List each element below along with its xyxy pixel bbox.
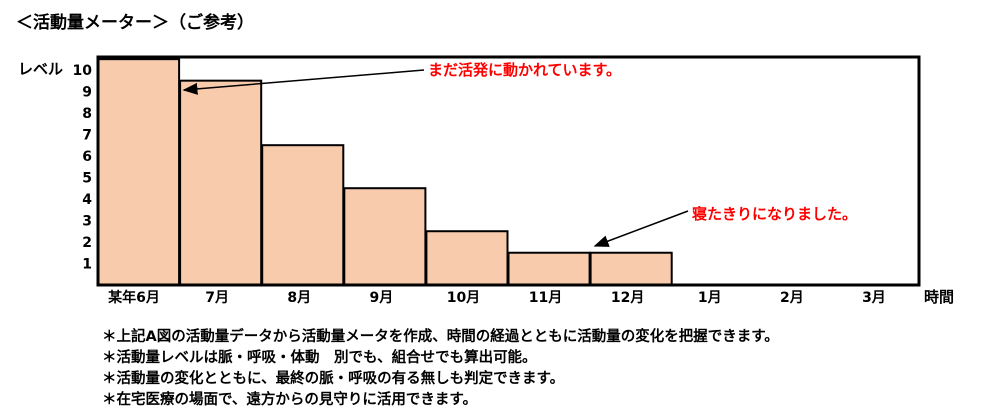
bar (261, 144, 345, 286)
note-item: ＊在宅医療の場面で、遠方からの見守りに活用できます。 (102, 392, 477, 408)
x-tick-label: 8月 (287, 290, 311, 306)
y-tick-label: 9 (82, 84, 92, 100)
bar (343, 187, 427, 286)
y-tick-label: 8 (82, 106, 92, 122)
x-tick-label: 11月 (529, 290, 562, 306)
x-tick-label: 某年6月 (108, 289, 160, 306)
note-item: ＊活動量レベルは脈・呼吸・体動 別でも、組合せでも算出可能。 (102, 350, 537, 366)
annotation-text: 寝たきりになりました。 (692, 205, 857, 223)
bar (507, 251, 591, 287)
y-tick-label: 1 (82, 256, 92, 272)
y-tick-label: 5 (82, 170, 92, 186)
y-tick-label: 7 (82, 127, 92, 143)
annotation-arrow (182, 69, 425, 95)
note-item: ＊活動量の変化とともに、最終の脈・呼吸の有る無しも判定できます。 (102, 371, 565, 387)
bar (179, 79, 263, 287)
x-tick-label: 12月 (611, 290, 644, 306)
y-tick-label: 10 (73, 63, 93, 79)
y-axis-label: レベル (18, 60, 63, 78)
annotation-arrow (593, 210, 689, 247)
y-tick-label: 6 (82, 149, 92, 165)
x-axis-label: 時間 (924, 288, 954, 306)
bar (97, 58, 181, 287)
activity-meter-chart: レベル 時間 1 2 3 4 5 6 7 8 9 10 某年6月 7月 8月 9月 10月 11月 12月 1月… (18, 55, 954, 306)
y-tick-label: 4 (82, 192, 92, 208)
notes-list: ＊上記A図の活動量データから活動量メータを作成、時間の経過とともに活動量の変化を… (102, 327, 779, 411)
x-tick-label: 1月 (698, 290, 722, 306)
page-title: ＜活動量メーター＞（ご参考） (16, 13, 254, 33)
annotation-text: まだ活発に動かれています。 (428, 61, 621, 79)
y-tick-label: 3 (82, 213, 92, 229)
x-tick-label: 7月 (205, 290, 229, 306)
x-tick-label: 9月 (369, 290, 393, 306)
plot-frame (96, 55, 921, 287)
bar (589, 251, 673, 287)
y-tick-label: 2 (82, 235, 92, 251)
bar (425, 230, 509, 286)
x-tick-label: 3月 (862, 290, 886, 306)
x-tick-label: 10月 (447, 290, 480, 306)
x-tick-label: 2月 (780, 290, 804, 306)
note-item: ＊上記A図の活動量データから活動量メータを作成、時間の経過とともに活動量の変化を… (102, 329, 779, 345)
